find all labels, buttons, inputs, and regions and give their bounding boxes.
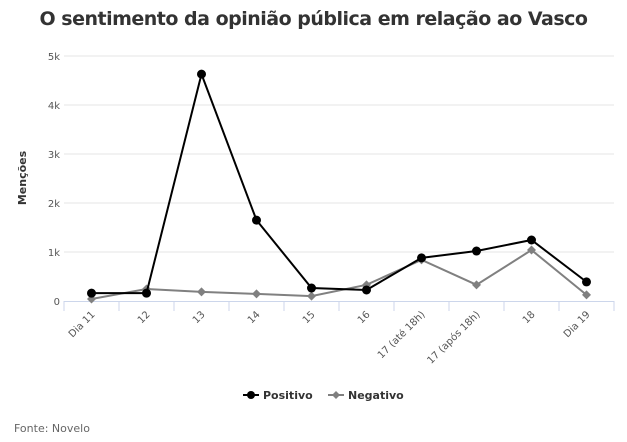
y-tick-label: 1k (48, 248, 60, 259)
data-point (307, 291, 316, 301)
data-point (307, 283, 316, 293)
chart-title: O sentimento da opinião pública em relaç… (39, 8, 588, 30)
y-axis-label: Menções (16, 150, 29, 205)
data-point (362, 285, 371, 295)
data-point (527, 235, 536, 245)
data-point (197, 287, 206, 297)
x-tick-label: 14 (246, 309, 263, 326)
x-tick-label: Dia 19 (562, 309, 593, 340)
legend-marker (332, 391, 340, 399)
x-tick-label: 17 (até 18h) (375, 309, 428, 362)
x-tick-label: 12 (136, 309, 153, 326)
data-point (472, 246, 481, 256)
x-tick-label: 15 (301, 309, 318, 326)
data-point (252, 215, 261, 225)
y-tick-label: 4k (48, 101, 60, 112)
data-point (87, 288, 96, 298)
data-point (582, 277, 591, 287)
legend-marker (247, 391, 255, 399)
x-tick-label: 16 (356, 309, 373, 326)
data-point (472, 280, 481, 290)
series-line-negativo (91, 248, 588, 301)
x-tick-label: Dia 11 (67, 309, 98, 340)
x-tick-label: 13 (191, 309, 208, 326)
y-tick-label: 5k (48, 52, 60, 63)
y-tick-label: 2k (48, 199, 60, 210)
y-tick-label: 0 (54, 297, 60, 308)
legend-item-positivo: Positivo (263, 389, 313, 402)
data-point (197, 69, 206, 79)
x-tick-label: 17 (após 18h) (425, 309, 483, 367)
data-point (142, 288, 151, 298)
data-point (252, 289, 261, 299)
source-note: Fonte: Novelo (14, 422, 90, 435)
data-point (582, 290, 591, 300)
legend-item-negativo: Negativo (348, 389, 404, 402)
series-line-positivo (91, 70, 588, 295)
y-tick-label: 3k (48, 150, 60, 161)
data-point (417, 253, 426, 263)
data-point (527, 245, 536, 255)
x-tick-label: 18 (521, 309, 538, 326)
